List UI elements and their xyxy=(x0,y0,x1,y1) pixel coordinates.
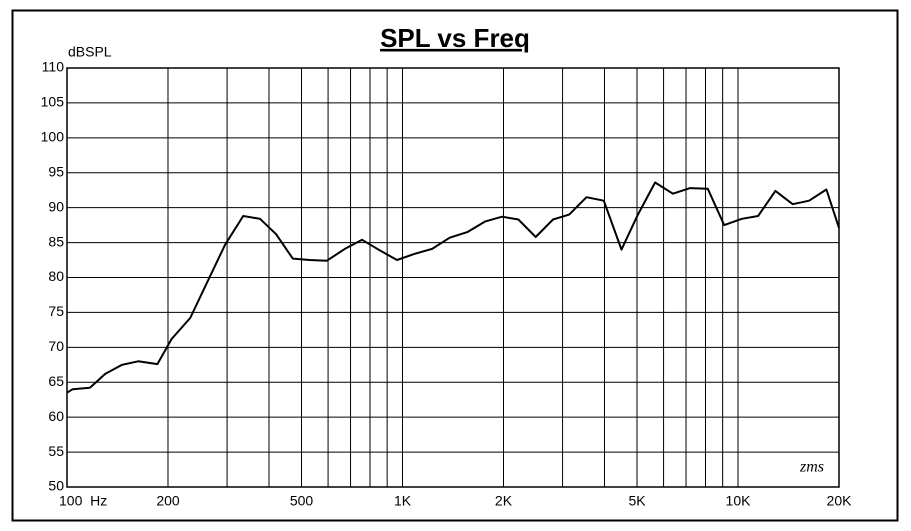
plot-border xyxy=(66,67,840,488)
y-tick-label: 95 xyxy=(48,163,64,179)
x-tick-label: 200 xyxy=(156,493,180,509)
y-tick-label: 55 xyxy=(48,443,64,459)
x-tick-label: 2K xyxy=(495,493,513,509)
x-tick-label: 20K xyxy=(827,493,853,509)
y-tick-label: 80 xyxy=(48,268,64,284)
y-tick-label: 65 xyxy=(48,373,64,389)
y-axis-label: dBSPL xyxy=(68,44,112,60)
y-tick-label: 110 xyxy=(42,59,65,75)
y-tick-label: 75 xyxy=(48,303,64,319)
x-tick-label: 5K xyxy=(628,493,646,509)
y-tick-label: 100 xyxy=(41,129,65,145)
x-tick-label: 500 xyxy=(290,493,314,509)
frame xyxy=(11,9,899,522)
line xyxy=(66,181,840,394)
y-tick-label: 60 xyxy=(48,408,64,424)
x-tick-label: 1K xyxy=(394,493,412,509)
x-tick-label: 10K xyxy=(726,493,752,509)
y-tick-label: 105 xyxy=(41,94,65,110)
y-tick-label: 90 xyxy=(48,198,64,214)
y-tick-label: 50 xyxy=(48,478,64,494)
x-tick-label: 100 Hz xyxy=(59,493,107,509)
y-tick-label: 70 xyxy=(48,338,64,354)
chart-title: SPL vs Freq xyxy=(380,23,530,53)
logo: zms xyxy=(799,459,824,476)
y-tick-label: 85 xyxy=(48,233,64,249)
